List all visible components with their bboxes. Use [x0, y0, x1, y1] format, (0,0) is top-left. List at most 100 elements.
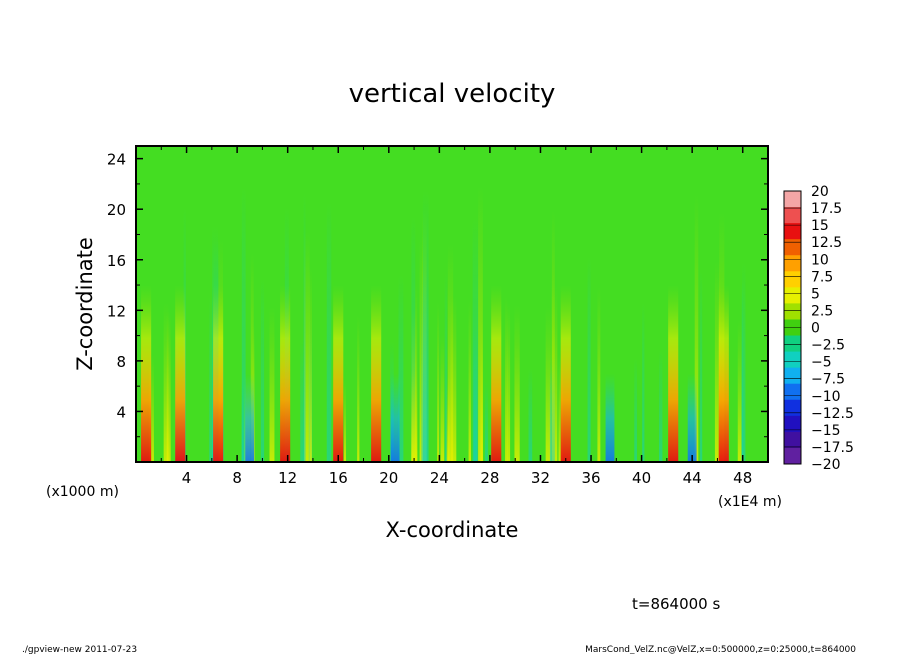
x-tick-label: 40 — [632, 469, 651, 487]
colorbar-swatch — [784, 447, 801, 465]
heatmap-streak — [737, 320, 742, 462]
heatmap-streak — [699, 271, 703, 462]
colorbar-label: −12.5 — [811, 406, 854, 422]
heatmap-streak — [166, 311, 171, 462]
downdraft-column — [245, 373, 255, 462]
updraft-column — [371, 285, 382, 462]
y-tick-label: 16 — [107, 252, 126, 270]
heatmap-streak — [473, 329, 477, 462]
heatmap-streak — [163, 302, 169, 462]
heatmap-streak — [419, 236, 423, 462]
colorbar-label: 17.5 — [811, 201, 842, 217]
colorbar-swatch — [784, 399, 801, 417]
heatmap-streak — [309, 267, 312, 462]
colorbar-label: −2.5 — [811, 338, 845, 354]
heatmap-streak — [545, 307, 551, 462]
heatmap-streak — [148, 354, 154, 462]
heatmap-streak — [343, 380, 347, 462]
y-axis-label: Z-coordinate — [73, 237, 97, 371]
footer-right: MarsCond_VelZ.nc@VelZ,x=0:500000,z=0:250… — [585, 645, 856, 654]
footer-left: ./gpview-new 2011-07-23 — [22, 645, 137, 654]
heatmap-streak — [694, 194, 699, 462]
x-tick-label: 24 — [430, 469, 449, 487]
heatmap-streak — [260, 279, 265, 462]
colorbar-label: 7.5 — [811, 269, 833, 285]
heatmap-streak — [398, 274, 404, 462]
time-label: t=864000 s — [632, 595, 720, 613]
heatmap-streak — [250, 253, 254, 462]
downdraft-column — [390, 373, 400, 462]
heatmap-streak — [658, 350, 663, 462]
colorbar-label: 20 — [811, 184, 829, 200]
updraft-column — [175, 285, 186, 462]
updraft-column — [491, 285, 502, 462]
colorbar-swatch — [784, 191, 801, 208]
heatmap-streak — [411, 370, 418, 462]
heatmap-streak — [304, 231, 310, 462]
heatmap-streak — [326, 202, 332, 462]
heatmap-streak — [444, 272, 448, 462]
colorbar-label: 10 — [811, 252, 829, 268]
heatmap-streak — [421, 274, 428, 462]
x-tick-label: 32 — [531, 469, 550, 487]
colorbar-swatch — [784, 431, 801, 449]
chart-title: vertical velocity — [349, 79, 556, 109]
heatmap-streak — [587, 256, 591, 462]
colorbar-label: −10 — [811, 389, 841, 405]
heatmap-streak — [558, 354, 563, 462]
heatmap-streak — [528, 368, 533, 462]
heatmap-streak — [468, 300, 471, 462]
heatmap-streak — [450, 296, 457, 462]
colorbar-swatch — [784, 255, 801, 272]
colorbar-label: −5 — [811, 355, 832, 371]
updraft-column — [280, 285, 291, 462]
colorbar-label: 5 — [811, 286, 820, 302]
heatmap-streak — [634, 358, 637, 462]
heatmap-streak — [303, 192, 306, 462]
y-tick-label: 20 — [107, 201, 126, 219]
heatmap-streak — [714, 260, 721, 462]
colorbar-swatch — [784, 303, 801, 320]
colorbar-label: 12.5 — [811, 235, 842, 251]
y-tick-label: 24 — [107, 151, 126, 169]
downdraft-column — [687, 373, 697, 462]
colorbar-label: −15 — [811, 423, 841, 439]
heatmap-streak — [478, 185, 483, 462]
x-tick-label: 20 — [379, 469, 398, 487]
colorbar-swatch — [784, 207, 801, 224]
heatmap-streak — [241, 378, 244, 462]
x-tick-label: 36 — [581, 469, 600, 487]
heatmap-streak — [357, 315, 360, 462]
updraft-column — [668, 285, 679, 462]
heatmap-streak — [506, 303, 511, 462]
x-tick-label: 48 — [733, 469, 752, 487]
x-axis-label: X-coordinate — [386, 518, 519, 542]
colorbar-label: 0 — [811, 321, 820, 337]
heatmap-streak — [440, 335, 445, 462]
colorbar-swatch — [784, 223, 801, 240]
x-tick-label: 8 — [232, 469, 242, 487]
heatmap-streak — [549, 354, 555, 462]
colorbar-swatch — [784, 367, 801, 385]
colorbar-swatch — [784, 383, 801, 401]
heatmap-streak — [484, 381, 489, 462]
colorbar-swatch — [784, 335, 801, 353]
heatmap-streak — [742, 262, 746, 462]
updraft-column — [718, 285, 729, 462]
updraft-column — [141, 285, 152, 462]
heatmap-streak — [241, 186, 246, 462]
updraft-column — [333, 285, 344, 462]
heatmap-streak — [269, 306, 275, 462]
colorbar-swatch — [784, 287, 801, 304]
x-tick-label: 16 — [329, 469, 348, 487]
x-axis: 4 8 12 16 20 24 28 32 36 40 44 48 — [160, 146, 752, 487]
updraft-column — [213, 285, 224, 462]
heatmap-streak — [597, 286, 601, 462]
heatmap-streak — [642, 302, 645, 462]
colorbar-swatch — [784, 415, 801, 433]
heatmap-layer — [141, 185, 746, 462]
colorbar-label: −7.5 — [811, 372, 845, 388]
colorbar-swatch — [784, 351, 801, 369]
x-tick-label: 28 — [480, 469, 499, 487]
